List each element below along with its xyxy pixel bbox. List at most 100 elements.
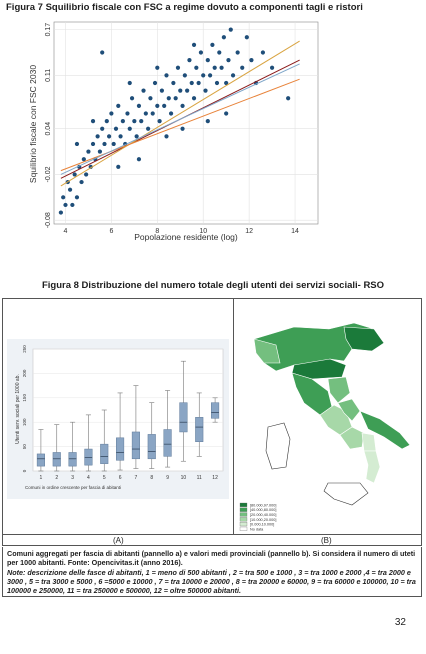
caption-main: Comuni aggregati per fascia di abitanti … [7,549,416,567]
box [211,402,220,419]
box-x-tick-label: 9 [166,475,169,481]
scatter-point [58,210,63,215]
scatter-point [196,80,201,86]
scatter-point [180,103,185,108]
scatter-point [162,103,167,108]
scatter-point [155,65,160,70]
legend-swatch [239,526,248,531]
scatter-point [260,50,266,55]
y-tick-label: 0.11 [45,69,52,82]
box [68,452,77,467]
scatter-point [106,134,112,139]
panel-a-label: (A) [113,536,124,545]
scatter-point [182,73,187,78]
legend-swatch [239,517,248,522]
box-y-tick-label: 150 [22,394,27,402]
scatter-point [95,134,100,139]
scatter-point [228,27,233,32]
scatter-point [244,35,249,40]
scatter-point [136,157,142,162]
box-y-tick-label: 0 [22,469,27,472]
scatter-point [81,157,86,162]
boxplot-x-tick-labels: 1 2 3 4 5 6 7 8 9 10 11 12 [40,475,219,481]
box-x-tick-label: 10 [181,475,187,481]
scatter-point [189,80,194,86]
box [100,443,109,464]
box-x-tick-label: 3 [71,475,74,481]
scatter-point [171,80,176,86]
box-x-tick-label: 1 [40,475,43,481]
box [147,434,156,460]
fit-line [60,78,300,172]
scatter-point [134,134,139,139]
box [52,452,61,467]
scatter-point [61,195,66,200]
page-number: 32 [394,617,406,628]
legend-swatch [239,502,248,507]
scatter-point [63,202,68,208]
box-x-tick-label: 7 [135,475,138,481]
fit-line [60,40,300,187]
scatter-point [173,96,178,101]
caption-note: Note: descrizione delle fasce di abitant… [7,568,416,595]
scatter-point [127,80,132,86]
y-tick-labels: -0.08 -0.02 0.04 0.11 0.17 [45,23,52,228]
scatter-point [203,88,208,93]
scatter-point [104,118,109,124]
scatter-point [72,172,77,177]
scatter-point [178,88,183,93]
scatter-point [198,50,204,55]
scatter-point [90,118,96,124]
scatter-point [70,202,75,208]
scatter-point [208,73,213,78]
scatter-point [139,118,144,124]
legend-label: [40.000,80.000] [250,508,276,512]
fit-lines [60,40,300,187]
scatter-point [125,111,130,116]
box-x-tick-label: 11 [197,475,202,481]
scatter-points [58,27,291,215]
box-y-tick-label: 100 [22,418,27,426]
x-tick-label: 4 [64,228,68,235]
scatter-point [116,103,121,108]
box [116,437,125,461]
boxplot-y-label: Utenti serv. sociali per 1000 ab. [15,374,21,444]
legend-label: No data [250,527,264,531]
scatter-point [187,58,192,63]
box-x-tick-label: 6 [119,475,122,481]
scatter-point [90,141,96,147]
scatter-point [84,172,89,177]
scatter-point [226,58,231,63]
scatter-point [249,58,254,63]
scatter-point [86,149,91,154]
scatter-point [185,88,190,93]
map-sardinia [265,422,291,470]
scatter-point [214,80,220,86]
scatter-point [201,73,206,78]
x-tick-label: 12 [245,228,253,235]
map-calabria [363,450,381,484]
scatter-point [74,141,80,147]
box-x-tick-label: 2 [55,475,58,481]
scatter-chart: -0.08 -0.02 0.04 0.11 0.17 4 6 8 10 12 14 Squilib… [28,21,319,242]
y-tick-label: -0.08 [45,212,52,228]
scatter-point [67,187,73,192]
x-tick-label: 6 [109,228,113,235]
scatter-point [132,118,137,124]
map-tuscany [291,372,333,416]
x-tick-labels: 4 6 8 10 12 14 [64,228,300,235]
scatter-point [217,50,222,55]
box [131,431,140,460]
box-x-tick-label: 8 [150,475,153,481]
scatter-point [210,42,215,47]
scatter-point [150,111,155,116]
scatter-point [129,96,135,101]
boxplot-y-tick-labels: 0 50 100 150 200 250 [22,345,27,473]
box [36,453,45,467]
scatter-point [120,118,125,124]
scatter-point [136,103,142,108]
scatter-point [100,126,105,131]
scatter-point [180,126,185,131]
scatter-point [205,118,210,124]
